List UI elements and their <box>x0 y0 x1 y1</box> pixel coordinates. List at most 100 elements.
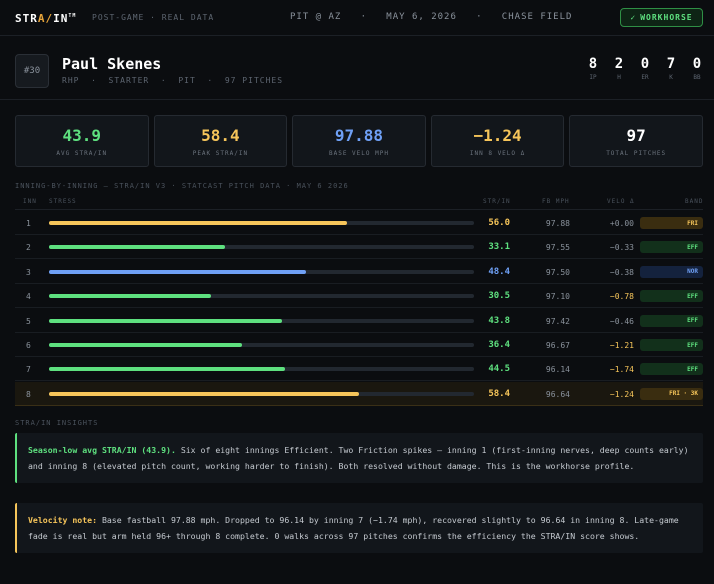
band-badge: NOR <box>640 265 703 278</box>
velo-delta: −0.46 <box>609 316 634 326</box>
stress-bar-track <box>49 343 474 347</box>
stress-bar-track <box>49 318 474 323</box>
player-meta: RHP · STARTER · PIT · 97 PITCHES <box>62 76 284 85</box>
insight-card-strain: Season-low avg STRA/IN (43.9). Six of ei… <box>15 433 703 483</box>
stress-bar-track <box>49 221 474 225</box>
report-type-label: POST-GAME · REAL DATA <box>92 13 215 22</box>
stress-bar-track <box>49 391 474 396</box>
stress-bar-track <box>49 367 474 372</box>
stress-bar-track <box>49 245 474 250</box>
table-row: 5 43.8 97.42 −0.46 EFF <box>15 309 703 333</box>
velo-delta: −1.21 <box>609 341 634 350</box>
game-info: PIT @ AZ · MAY 6, 2026 · CHASE FIELD <box>290 12 573 22</box>
check-icon: ✓ <box>630 13 637 22</box>
band-badge: EFF <box>640 339 703 351</box>
band-badge: EFF <box>640 241 703 254</box>
inning-table-title: INNING-BY-INNING — STRA/IN V3 · STATCAST… <box>15 182 349 190</box>
card-value: 97.88 <box>334 126 384 145</box>
fastball-mph: 96.14 <box>545 365 570 375</box>
card-value: 43.9 <box>62 126 102 145</box>
stress-bar-fill <box>49 294 212 299</box>
stress-bar-fill <box>49 391 360 396</box>
summary-cards: 43.9 AVG STRA/IN 58.4 PEAK STRA/IN 97.88 BA… <box>15 115 703 167</box>
col-score: STR/IN <box>483 198 511 205</box>
stress-bar-track <box>49 269 474 274</box>
fastball-mph: 97.50 <box>545 267 570 277</box>
band-badge: EFF <box>640 290 703 303</box>
stress-bar-fill <box>49 343 243 347</box>
insight-body: Six of eight innings Efficient. Two Fric… <box>28 445 689 471</box>
card-value: −1.24 <box>473 126 522 145</box>
band-badge: FRI · 3K <box>640 387 703 400</box>
jersey-number: #30 <box>15 54 49 88</box>
table-row: 2 33.1 97.55 −0.33 EFF <box>15 235 703 260</box>
card-peak-strain: 58.4 PEAK STRA/IN <box>153 115 288 167</box>
fastball-mph: 96.64 <box>545 389 570 399</box>
stress-bar-fill <box>49 367 286 372</box>
card-base-velo: 97.88 BASE VELO MPH <box>292 115 426 167</box>
inning-number: 3 <box>26 267 31 277</box>
col-inn: INN <box>23 198 37 205</box>
velo-delta: −0.38 <box>609 267 634 277</box>
insights-title: STRA/IN INSIGHTS <box>15 419 99 427</box>
inning-number: 1 <box>26 219 31 228</box>
card-value: 97 <box>626 126 646 145</box>
fastball-mph: 97.55 <box>545 243 570 253</box>
inning-number: 4 <box>26 292 31 302</box>
band-badge: EFF <box>640 363 703 376</box>
badge-label: WORKHORSE <box>640 13 693 22</box>
strain-score: 43.8 <box>488 315 510 326</box>
stat-er: 0 ER <box>640 56 650 81</box>
strain-score: 33.1 <box>488 242 510 253</box>
col-fb: FB MPH <box>542 198 570 205</box>
fastball-mph: 96.67 <box>545 341 570 350</box>
top-bar: STRA/INTM POST-GAME · REAL DATA PIT @ AZ… <box>0 0 714 36</box>
stress-bar-fill <box>49 269 307 274</box>
insight-heading: Season-low avg STRA/IN (43.9). <box>28 445 176 455</box>
strain-score: 30.5 <box>488 291 510 302</box>
table-row: 3 48.4 97.50 −0.38 NOR <box>15 260 703 284</box>
stress-bar-fill <box>49 221 347 225</box>
stress-bar-track <box>49 294 474 299</box>
inning-number: 7 <box>26 365 31 375</box>
stat-ip: 8 IP <box>588 56 598 81</box>
insight-card-velocity: Velocity note: Base fastball 97.88 mph. … <box>15 503 703 553</box>
strain-score: 58.4 <box>488 388 510 399</box>
player-name: Paul Skenes <box>62 55 162 73</box>
inning-number: 8 <box>26 389 31 399</box>
fastball-mph: 97.88 <box>545 219 570 228</box>
table-row: 1 56.0 97.88 +0.00 FRI <box>15 211 703 235</box>
fastball-mph: 97.42 <box>545 316 570 326</box>
col-band: BAND <box>685 198 704 205</box>
card-inn8-velo-delta: −1.24 INN 8 VELO Δ <box>430 115 565 167</box>
card-label: AVG STRA/IN <box>56 150 108 157</box>
strain-score: 48.4 <box>488 266 510 277</box>
velo-delta: +0.00 <box>609 219 634 228</box>
card-avg-strain: 43.9 AVG STRA/IN <box>15 115 149 167</box>
inning-number: 2 <box>26 243 31 253</box>
velo-delta: −1.24 <box>609 389 634 399</box>
card-label: BASE VELO MPH <box>329 150 389 157</box>
col-velo: VELO Δ <box>607 198 635 205</box>
table-row: 8 58.4 96.64 −1.24 FRI · 3K <box>15 381 703 406</box>
strain-score: 56.0 <box>488 218 510 228</box>
player-header: #30 Paul Skenes RHP · STARTER · PIT · 97… <box>0 36 714 100</box>
strain-score: 44.5 <box>488 364 510 375</box>
band-badge: FRI <box>640 217 703 229</box>
card-value: 58.4 <box>201 126 240 145</box>
col-stress: STRESS <box>49 198 77 205</box>
card-label: TOTAL PITCHES <box>606 150 667 157</box>
card-total-pitches: 97 TOTAL PITCHES <box>569 115 703 167</box>
band-badge: EFF <box>640 314 703 327</box>
inning-number: 6 <box>26 341 31 350</box>
stat-bb: 0 BB <box>692 56 702 81</box>
stress-bar-fill <box>49 245 225 250</box>
inning-table-header: INN STRESS STR/IN FB MPH VELO Δ BAND <box>15 196 703 210</box>
velo-delta: −1.74 <box>609 365 634 375</box>
velo-delta: −0.33 <box>609 243 634 253</box>
stress-bar-fill <box>49 318 282 323</box>
velo-delta: −0.78 <box>609 292 634 302</box>
